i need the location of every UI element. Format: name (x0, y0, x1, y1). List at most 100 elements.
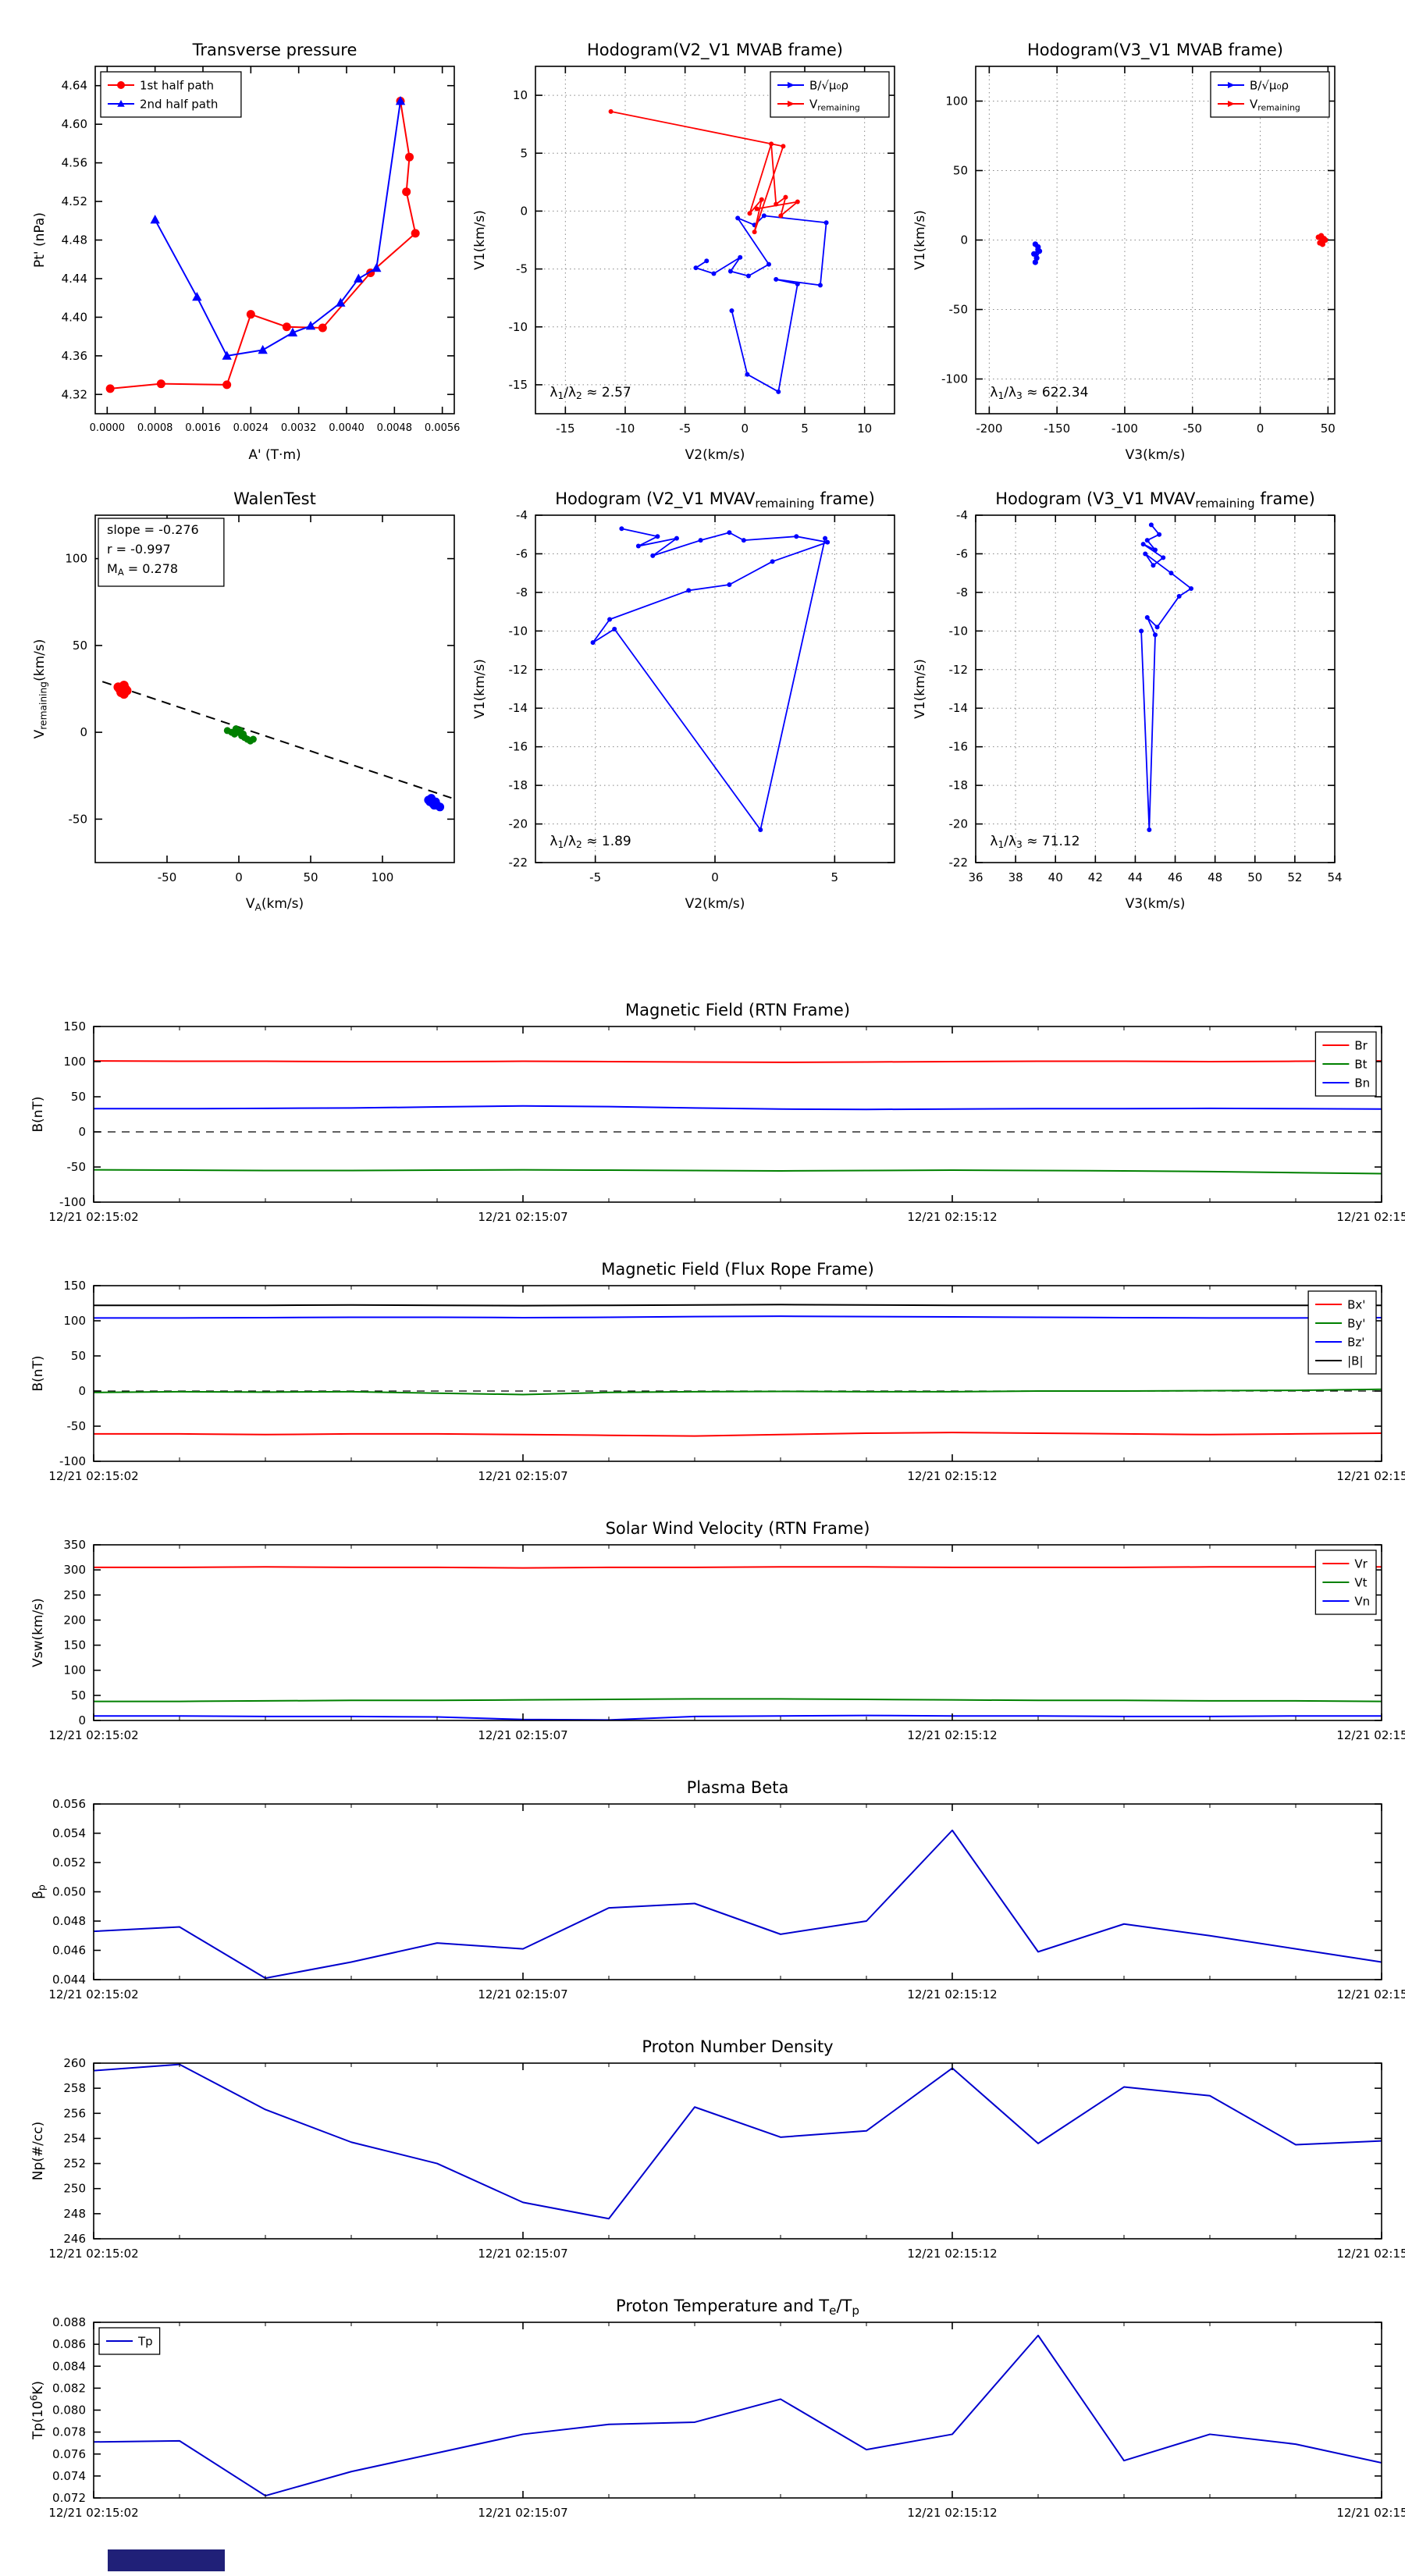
y-tick-label: 0.080 (52, 2403, 86, 2418)
y-tick-label: 254 (63, 2131, 86, 2145)
y-tick-label: 0 (80, 725, 87, 739)
series-v-remaining-path (590, 526, 831, 832)
y-tick-label: 100 (63, 1055, 86, 1069)
x-tick-label: 0.0048 (377, 422, 413, 434)
panel-title: Magnetic Field (RTN Frame) (625, 1001, 850, 1019)
y-tick-label: 252 (63, 2157, 86, 2171)
stats-line: MA = 0.278 (107, 561, 178, 578)
x-tick-label: -100 (1112, 422, 1138, 436)
legend-label: 1st half path (140, 78, 214, 92)
y-tick-label: -18 (949, 778, 969, 792)
x-tick-label: 12/21 02:15:02 (48, 1210, 138, 1224)
y-tick-label: -12 (509, 663, 528, 677)
x-tick-label: 12/21 02:15:07 (478, 1210, 567, 1224)
y-tick-label: 4.56 (62, 156, 87, 170)
y-tick-label: 4.36 (62, 349, 87, 363)
x-tick-label: 12/21 02:15:17 (1336, 2506, 1405, 2520)
x-tick-label: 12/21 02:15:07 (478, 1987, 567, 2001)
x-tick-label: 12/21 02:15:12 (907, 1987, 997, 2001)
x-tick-label: -50 (158, 870, 177, 884)
series-layer (1139, 522, 1193, 832)
legend-label: Vremaining (1250, 97, 1300, 112)
legend: Br Bt Bn (1314, 1031, 1377, 1097)
legend: 1st half path 2nd half path (100, 71, 242, 118)
legend-label: Vr (1354, 1557, 1368, 1571)
series-b-over-sqrt-mu0-rho (1031, 241, 1043, 265)
y-axis-label: Pt' (nPa) (32, 212, 48, 268)
panel-title: Magnetic Field (Flux Rope Frame) (601, 1260, 874, 1279)
y-tick-label: 250 (63, 1588, 86, 1602)
legend-label: 2nd half path (140, 97, 218, 111)
series-layer (94, 2334, 1382, 2497)
axes-frame (93, 1285, 1382, 1462)
y-tick-label: 350 (63, 1538, 86, 1552)
x-tick-label: 38 (1008, 870, 1023, 884)
y-tick-label: 0.046 (52, 1944, 86, 1958)
axes-frame (93, 1026, 1382, 1203)
y-tick-label: 0.048 (52, 1914, 86, 1928)
y-tick-label: 5 (520, 146, 528, 160)
series-vt (94, 1698, 1382, 1703)
annotation: λ1/λ3 ≈ 622.34 (990, 385, 1088, 401)
ticks (93, 2322, 1382, 2499)
x-tick-label: 36 (968, 870, 983, 884)
series-layer (94, 2063, 1382, 2220)
y-tick-label: 200 (63, 1613, 86, 1627)
panel-hodogram-v3v1-mvab: -200 -150 -100 -50 0 50 -100 -50 0 50 100 Hodogram(… (912, 41, 1336, 463)
panel-solar-wind-velocity: 12/21 02:15:02 12/21 02:15:07 12/21 02:15:… (30, 1519, 1405, 1742)
ticks (93, 1285, 1382, 1462)
legend-label: B/√μ₀ρ (1250, 78, 1289, 92)
y-tick-label: 0 (78, 1713, 86, 1727)
legend-label: Vremaining (809, 97, 860, 112)
series-vn (94, 1714, 1382, 1720)
y-tick-label: 50 (953, 164, 968, 178)
y-tick-label: 0.054 (52, 1827, 86, 1841)
series-v-remaining-path (1139, 522, 1193, 832)
x-tick-label: -5 (589, 870, 601, 884)
y-tick-label: 0.056 (52, 1797, 86, 1811)
legend-label: Vt (1354, 1575, 1367, 1589)
x-axis-label: V2(km/s) (685, 447, 745, 463)
series-v-remaining (608, 109, 800, 235)
y-tick-label: -100 (59, 1454, 86, 1468)
y-tick-label: 0.086 (52, 2337, 86, 2351)
stats-box (98, 518, 225, 587)
y-tick-label: -6 (956, 546, 968, 560)
y-tick-label: 258 (63, 2081, 86, 2095)
y-axis-label: Np(#/cc) (30, 2122, 46, 2180)
y-tick-label: 50 (71, 1349, 86, 1363)
y-tick-label: 150 (63, 1638, 86, 1653)
x-tick-label: 12/21 02:15:17 (1336, 1210, 1405, 1224)
panel-walen-test: -50 0 50 100 -50 0 50 100 WalenTest VA(km/s) Vrema… (32, 489, 455, 913)
series-layer (94, 1060, 1382, 1175)
x-tick-label: 12/21 02:15:17 (1336, 2247, 1405, 2261)
x-axis-label: VA(km/s) (246, 896, 304, 913)
x-tick-label: -15 (556, 422, 575, 436)
x-tick-label: 42 (1088, 870, 1103, 884)
y-tick-label: 0.082 (52, 2381, 86, 2395)
y-tick-label: 150 (63, 1279, 86, 1293)
y-axis-label: V1(km/s) (912, 210, 928, 270)
y-tick-label: -22 (509, 856, 528, 870)
y-tick-label: 4.40 (62, 310, 87, 324)
x-axis-label: V2(km/s) (685, 896, 745, 912)
x-tick-label: 12/21 02:15:17 (1336, 1728, 1405, 1742)
series--b- (94, 1304, 1382, 1307)
y-tick-label: -100 (59, 1195, 86, 1209)
series-layer (101, 681, 452, 812)
y-tick-label: 0.044 (52, 1973, 86, 1987)
y-tick-label: -18 (509, 778, 528, 792)
ticks (535, 66, 895, 414)
panel-plasma-beta: 12/21 02:15:02 12/21 02:15:07 12/21 02:15:… (30, 1778, 1405, 2001)
axes-frame (93, 1544, 1382, 1721)
grid (975, 514, 1336, 863)
panel-title: Proton Number Density (642, 2037, 833, 2056)
x-tick-label: 50 (1247, 870, 1262, 884)
y-tick-label: 0.074 (52, 2469, 86, 2483)
legend-label: Bt (1354, 1057, 1367, 1071)
corner-artifact (108, 2549, 225, 2571)
series-fit-line (101, 681, 452, 799)
series-bx- (94, 1432, 1382, 1437)
series-cluster-red (113, 681, 132, 699)
y-axis-label: Vsw(km/s) (30, 1598, 46, 1667)
